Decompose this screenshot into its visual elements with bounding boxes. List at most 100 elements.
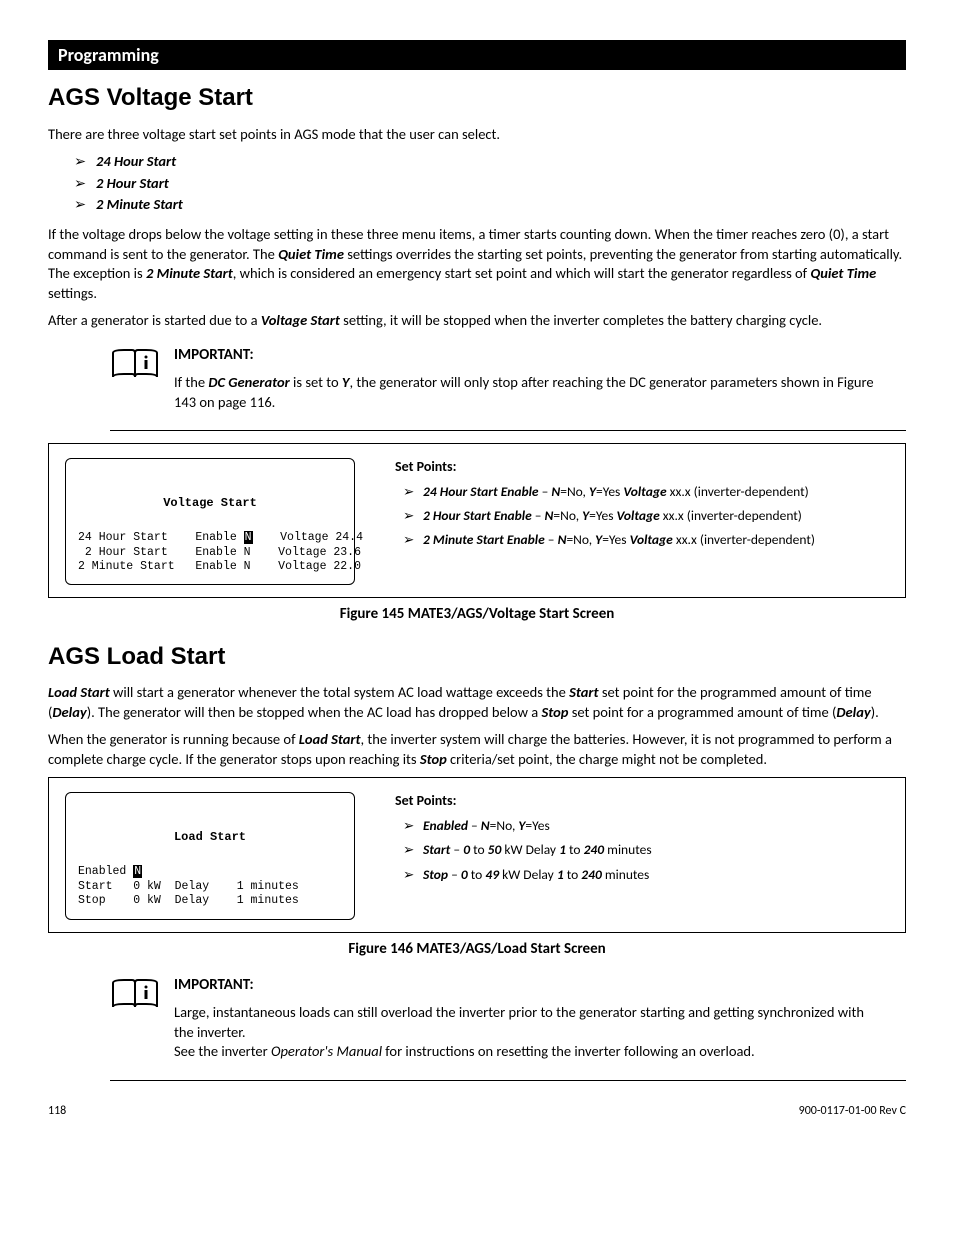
text: ). The generator will then be stopped wh… — [87, 703, 542, 721]
info-book-icon — [110, 345, 174, 420]
term: N — [551, 483, 560, 500]
term: 2 Hour Start Enable — [423, 507, 532, 524]
screen-highlight: N — [133, 865, 142, 878]
important-box-2: IMPORTANT: Large, instantaneous loads ca… — [110, 975, 906, 1081]
text: When the generator is running because of — [48, 730, 299, 748]
term: Enabled — [423, 817, 468, 834]
term: Voltage Start — [261, 311, 340, 329]
figure-146-block: Load Start Enabled N Start 0 kW Delay 1 … — [48, 777, 906, 932]
text: for instructions on resetting the invert… — [382, 1042, 755, 1060]
screen-text: Enable — [195, 531, 243, 544]
description-paragraph: If the voltage drops below the voltage s… — [48, 225, 906, 303]
term: 49 — [485, 866, 499, 883]
text: setting, it will be stopped when the inv… — [340, 311, 822, 329]
term: Quiet Time — [278, 245, 344, 263]
list-item: 2 Minute Start Enable – N=No, Y=Yes Volt… — [403, 531, 889, 549]
text: minutes — [602, 866, 650, 883]
after-start-paragraph: After a generator is started due to a Vo… — [48, 311, 906, 331]
setpoints-1: Set Points: 24 Hour Start Enable – N=No,… — [395, 458, 889, 585]
text: – — [545, 531, 558, 548]
screen-title: Voltage Start — [78, 496, 342, 511]
list-item: Stop – 0 to 49 kW Delay 1 to 240 minutes — [403, 866, 889, 884]
term: Voltage — [617, 507, 660, 524]
text: to — [468, 866, 486, 883]
screen-text: Voltage 24.4 — [280, 531, 363, 544]
term: 240 — [581, 866, 602, 883]
text: set point for a programmed amount of tim… — [568, 703, 836, 721]
screen-title: Load Start — [78, 830, 342, 845]
screen-text: Voltage 22.0 — [278, 560, 361, 573]
text: – — [448, 866, 461, 883]
term: Start — [569, 683, 598, 701]
heading-voltage-start: AGS Voltage Start — [48, 82, 906, 114]
load-start-p1: Load Start will start a generator whenev… — [48, 683, 906, 722]
list-item: 24 Hour Start — [74, 152, 906, 172]
text: ). — [871, 703, 879, 721]
text: xx.x (inverter-dependent) — [667, 483, 809, 500]
term: Load Start — [299, 730, 361, 748]
doc-revision: 900-0117-01-00 Rev C — [799, 1103, 906, 1119]
term: Voltage — [630, 531, 673, 548]
text: is set to — [290, 373, 342, 391]
text: =No, — [560, 483, 589, 500]
term: Stop — [423, 866, 448, 883]
term: Start — [423, 841, 450, 858]
text: – — [539, 483, 552, 500]
text: criteria/set point, the charge might not… — [447, 750, 767, 768]
screen-text: Start 0 kW Delay 1 minutes — [78, 880, 299, 893]
text: Large, instantaneous loads can still ove… — [174, 1003, 864, 1041]
text: =No, — [566, 531, 595, 548]
important-title: IMPORTANT: — [174, 975, 886, 995]
list-item: Start – 0 to 50 kW Delay 1 to 240 minute… — [403, 841, 889, 859]
term: 50 — [488, 841, 502, 858]
screen-text: Voltage 23.6 — [278, 546, 361, 559]
term: 0 — [463, 841, 470, 858]
load-start-screen: Load Start Enabled N Start 0 kW Delay 1 … — [65, 792, 355, 919]
term: 1 — [557, 866, 564, 883]
text: , which is considered an emergency start… — [233, 264, 811, 282]
term: Stop — [420, 750, 447, 768]
list-label: 24 Hour Start — [96, 152, 176, 170]
list-item: 2 Hour Start — [74, 174, 906, 194]
text: to — [566, 841, 584, 858]
text: =Yes — [602, 531, 629, 548]
text: =Yes — [525, 817, 549, 834]
screen-text: Stop 0 kW Delay 1 minutes — [78, 894, 299, 907]
text: – — [450, 841, 463, 858]
list-item: Enabled – N=No, Y=Yes — [403, 817, 889, 835]
info-book-icon — [110, 975, 174, 1070]
page-number: 118 — [48, 1103, 66, 1119]
term: Voltage — [623, 483, 666, 500]
page-footer: 118 900-0117-01-00 Rev C — [48, 1103, 906, 1119]
text: to — [564, 866, 582, 883]
important-box-1: IMPORTANT: If the DC Generator is set to… — [110, 345, 906, 431]
screen-text: 2 Hour Start — [78, 546, 168, 559]
list-item: 2 Minute Start — [74, 195, 906, 215]
text: kW Delay — [499, 866, 557, 883]
text: After a generator is started due to a — [48, 311, 261, 329]
screen-text: Enabled — [78, 865, 133, 878]
term: 0 — [461, 866, 468, 883]
figure-145-block: Voltage Start 24 Hour Start Enable N Vol… — [48, 443, 906, 598]
term: Operator's Manual — [271, 1042, 382, 1060]
text: =Yes — [589, 507, 616, 524]
text: minutes — [604, 841, 652, 858]
list-label: 2 Minute Start — [96, 195, 183, 213]
intro-paragraph: There are three voltage start set points… — [48, 125, 906, 145]
setpoints-title: Set Points: — [395, 458, 889, 477]
term: N — [481, 817, 490, 834]
term: Quiet Time — [810, 264, 876, 282]
text: See the inverter — [174, 1042, 271, 1060]
important-body: Large, instantaneous loads can still ove… — [174, 1003, 886, 1062]
figure-146-caption: Figure 146 MATE3/AGS/Load Start Screen — [48, 939, 906, 959]
term: Load Start — [48, 683, 110, 701]
term: 2 Minute Start Enable — [423, 531, 545, 548]
heading-load-start: AGS Load Start — [48, 641, 906, 673]
text: – — [532, 507, 545, 524]
screen-text: Enable N — [195, 546, 250, 559]
important-body: If the DC Generator is set to Y, the gen… — [174, 373, 886, 412]
important-title: IMPORTANT: — [174, 345, 886, 365]
text: =No, — [490, 817, 519, 834]
text: settings. — [48, 284, 97, 302]
text: =Yes — [596, 483, 623, 500]
